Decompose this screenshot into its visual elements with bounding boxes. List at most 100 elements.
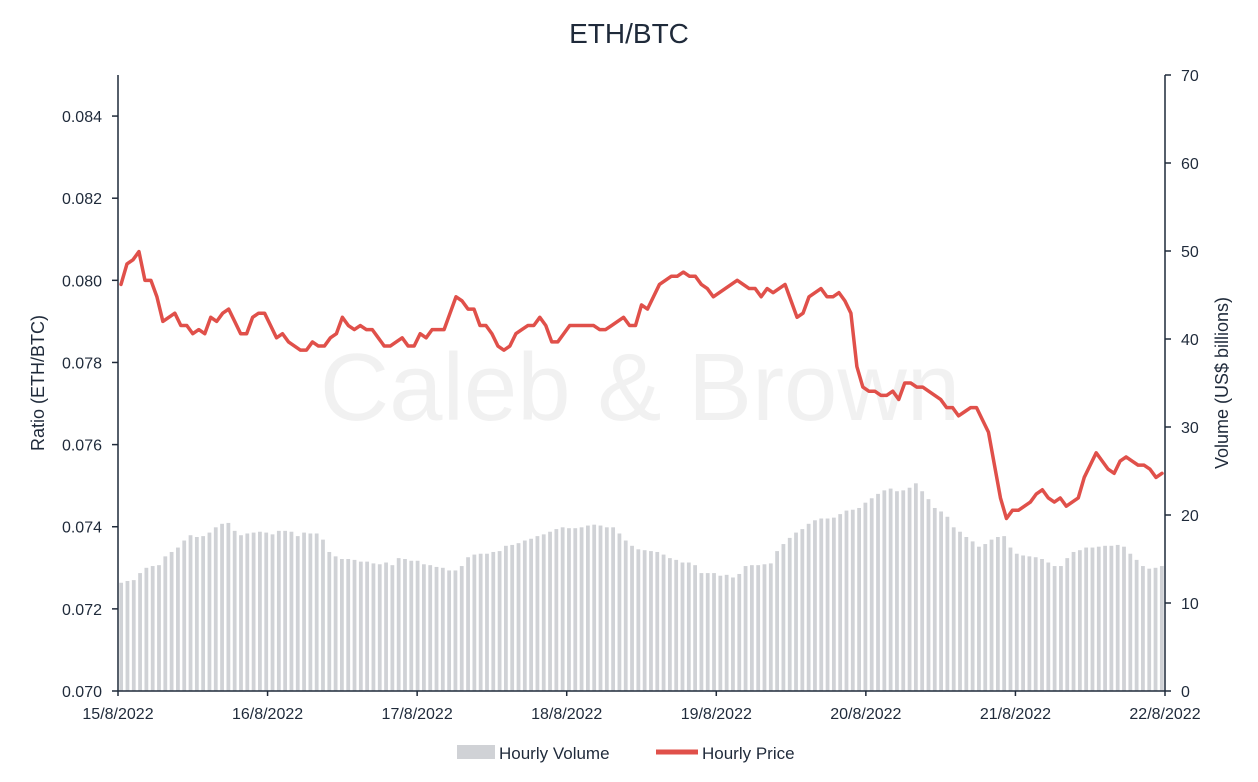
volume-bar: [888, 488, 893, 691]
volume-bar: [977, 546, 981, 691]
volume-bar: [951, 527, 956, 691]
volume-bar: [731, 577, 735, 691]
volume-bar: [283, 530, 288, 691]
x-tick-label: 22/8/2022: [1129, 706, 1200, 723]
volume-bar: [289, 531, 294, 691]
volume-bar: [150, 566, 155, 691]
volume-bar: [276, 530, 281, 691]
volume-bar: [144, 567, 149, 691]
volume-bar: [497, 551, 502, 691]
right-tick-label: 70: [1181, 68, 1199, 85]
volume-bar: [939, 511, 943, 691]
volume-bar: [466, 557, 470, 691]
x-tick-label: 16/8/2022: [232, 706, 303, 723]
volume-bar: [649, 551, 653, 691]
volume-bar: [964, 537, 969, 691]
volume-bar: [819, 518, 824, 691]
volume-bar: [1052, 566, 1057, 691]
right-tick-label: 10: [1181, 596, 1199, 613]
volume-bar: [768, 563, 773, 691]
right-tick-label: 40: [1181, 332, 1199, 349]
volume-bar: [396, 558, 401, 691]
volume-bar: [207, 532, 212, 691]
volume-bar: [516, 543, 521, 691]
volume-bar: [264, 532, 269, 691]
x-tick-label: 20/8/2022: [830, 706, 901, 723]
legend-price-label: Hourly Price: [702, 744, 795, 763]
volume-bar: [932, 507, 937, 691]
volume-bar: [119, 582, 124, 691]
volume-bar: [554, 529, 559, 691]
volume-bar: [346, 559, 351, 691]
volume-bar: [920, 491, 925, 691]
volume-bar: [1153, 567, 1158, 691]
volume-bar: [579, 527, 584, 691]
volume-bar: [586, 525, 590, 691]
right-tick-label: 30: [1181, 420, 1199, 437]
volume-bar: [352, 559, 357, 691]
volume-bar: [1065, 558, 1070, 691]
volume-bar: [794, 532, 798, 691]
volume-bar: [737, 573, 742, 691]
volume-bar: [876, 493, 880, 691]
volume-bar: [1040, 559, 1044, 691]
volume-bar: [1059, 566, 1063, 691]
volume-bar: [220, 523, 224, 691]
legend: Hourly Volume Hourly Price: [457, 744, 795, 763]
volume-bar: [535, 536, 540, 691]
volume-bar: [1096, 546, 1101, 691]
volume-bar: [226, 522, 231, 691]
volume-bar: [831, 517, 836, 691]
right-tick-label: 0: [1181, 684, 1190, 701]
right-axis-ticks: 0 10 20 30 40 50 60 70: [1165, 68, 1199, 701]
volume-bar: [787, 537, 792, 691]
volume-bar: [838, 514, 843, 691]
volume-bar: [718, 575, 723, 691]
volume-bar: [592, 524, 597, 691]
volume-bar: [1077, 550, 1082, 691]
volume-bar: [504, 545, 508, 691]
volume-bar: [667, 558, 672, 691]
volume-bar: [472, 554, 477, 691]
x-tick-label: 19/8/2022: [681, 706, 752, 723]
volume-bar: [188, 535, 193, 691]
volume-bar: [1115, 544, 1120, 691]
volume-bar: [1027, 556, 1032, 691]
volume-bar: [756, 565, 761, 691]
volume-bar: [749, 565, 754, 691]
volume-bar: [510, 544, 515, 691]
volume-bar: [384, 562, 388, 691]
volume-bar: [958, 531, 962, 691]
x-axis-ticks: 15/8/2022 16/8/2022 17/8/2022 18/8/2022 19/8…: [82, 691, 1201, 723]
volume-bar: [459, 566, 464, 691]
volume-bar: [604, 527, 609, 691]
volume-bar: [440, 567, 445, 691]
volume-bar: [327, 551, 332, 691]
volume-bar: [390, 565, 395, 691]
x-tick-label: 15/8/2022: [82, 706, 153, 723]
volume-bar: [1046, 562, 1051, 691]
volume-bar: [453, 570, 458, 691]
volume-bar: [409, 560, 414, 691]
volume-bar: [560, 527, 565, 691]
volume-bar: [661, 554, 666, 691]
volume-bar: [655, 551, 660, 691]
volume-bar: [680, 562, 685, 691]
left-tick-label: 0.070: [62, 684, 102, 701]
right-axis-title: Volume (US$ billions): [1212, 297, 1232, 469]
right-tick-label: 20: [1181, 508, 1199, 525]
volume-bar: [699, 573, 704, 691]
volume-bar: [1002, 536, 1007, 691]
volume-bar: [1134, 559, 1139, 691]
left-tick-label: 0.080: [62, 273, 102, 290]
volume-bar: [251, 532, 256, 691]
x-tick-label: 21/8/2022: [980, 706, 1051, 723]
volume-bar: [1033, 557, 1038, 691]
volume-bar: [415, 560, 420, 691]
volume-bar-series: [119, 483, 1164, 691]
volume-bar: [258, 531, 262, 691]
volume-bar: [781, 544, 786, 691]
volume-bar: [1008, 547, 1013, 691]
right-tick-label: 50: [1181, 244, 1199, 261]
volume-bar: [882, 490, 887, 691]
